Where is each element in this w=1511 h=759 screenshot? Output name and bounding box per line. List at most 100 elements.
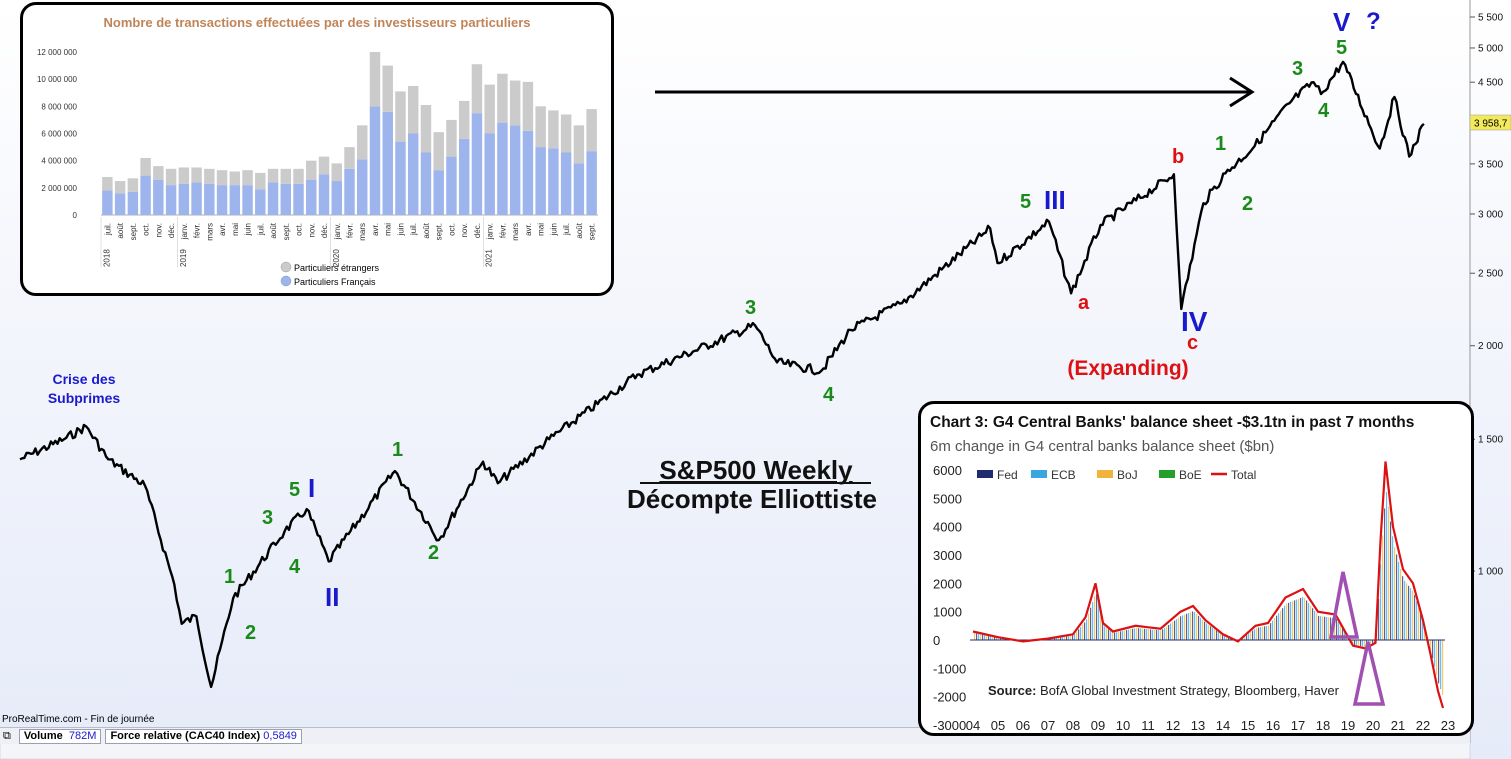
bar-french bbox=[407, 133, 419, 215]
cb-bar bbox=[994, 636, 996, 640]
cb-bar bbox=[1062, 636, 1064, 640]
chart-subtitle: Décompte Elliottiste bbox=[627, 484, 877, 514]
wave-label: 2 bbox=[1242, 193, 1253, 215]
y-tick-label: 3 000 bbox=[1478, 209, 1503, 220]
bar-y-tick: 6 000 000 bbox=[41, 130, 77, 139]
legend-french: Particuliers Français bbox=[294, 277, 376, 287]
cb-bar bbox=[1194, 612, 1196, 640]
inset-transactions-chart: Nombre de transactions effectuées par de… bbox=[20, 2, 614, 296]
bar-x-tick: juin bbox=[549, 223, 558, 236]
bar-x-tick: déc. bbox=[167, 223, 176, 238]
wave-label: 4 bbox=[823, 384, 835, 406]
bar-french bbox=[433, 170, 444, 215]
bar-x-tick: août bbox=[269, 222, 278, 238]
bar-french bbox=[140, 175, 151, 215]
cb-bar bbox=[1096, 594, 1098, 640]
bar-french bbox=[331, 181, 342, 215]
cb-bar bbox=[1132, 628, 1134, 640]
bar-foreign bbox=[255, 172, 266, 190]
bar-x-tick: févr. bbox=[193, 223, 202, 238]
cb-bar bbox=[1260, 627, 1262, 640]
bar-foreign bbox=[165, 168, 177, 186]
wave-label: 2 bbox=[428, 542, 439, 564]
cb-bar bbox=[1218, 631, 1220, 640]
cb-bar bbox=[1310, 605, 1312, 640]
cb-y-tick: 5000 bbox=[933, 491, 962, 506]
bar-french bbox=[446, 156, 457, 215]
current-value-badge: 3 958,7 bbox=[1469, 114, 1511, 131]
cb-bar bbox=[1370, 640, 1372, 646]
cb-bar bbox=[1308, 603, 1310, 640]
bar-french bbox=[382, 111, 393, 215]
bar-french bbox=[560, 152, 572, 215]
cb-bar bbox=[1060, 637, 1062, 640]
cb-bar bbox=[1278, 613, 1280, 640]
cb-x-tick: 19 bbox=[1341, 718, 1355, 733]
bar-foreign bbox=[191, 167, 202, 183]
cb-bar bbox=[1334, 618, 1336, 640]
cb-bar bbox=[1212, 627, 1214, 640]
bar-foreign bbox=[535, 106, 546, 148]
cb-bar bbox=[1106, 627, 1108, 640]
bar-foreign bbox=[293, 168, 304, 184]
bar-series bbox=[102, 52, 597, 215]
cb-bar bbox=[1196, 613, 1198, 640]
cb-bar bbox=[1068, 635, 1070, 640]
bar-foreign bbox=[369, 52, 381, 107]
cb-legend-swatch bbox=[1031, 470, 1047, 478]
bar-french bbox=[484, 133, 495, 215]
bar-y-tick: 8 000 000 bbox=[41, 102, 77, 111]
bar-french bbox=[280, 183, 292, 215]
cb-legend-label: BoJ bbox=[1117, 468, 1138, 482]
cb-x-tick: 13 bbox=[1191, 718, 1205, 733]
cb-bar bbox=[1288, 602, 1290, 640]
cb-bar bbox=[1058, 637, 1060, 640]
bar-foreign bbox=[522, 81, 534, 131]
wave-label: 4 bbox=[289, 556, 301, 578]
bar-foreign bbox=[280, 168, 292, 184]
cb-bar bbox=[1186, 613, 1188, 640]
cb-bar bbox=[1270, 623, 1272, 640]
cb-legend-label: Fed bbox=[997, 468, 1018, 482]
cb-bar bbox=[1296, 599, 1298, 640]
cb-bar bbox=[1390, 521, 1392, 640]
cb-total-line bbox=[972, 461, 1445, 709]
cb-bar bbox=[998, 637, 1000, 640]
cb-bar bbox=[1202, 619, 1204, 640]
cb-bar bbox=[1298, 598, 1300, 640]
cb-y-tick: 2000 bbox=[933, 576, 962, 591]
cb-bar bbox=[1214, 628, 1216, 640]
cb-bar bbox=[984, 634, 986, 640]
cb-bar bbox=[1104, 626, 1106, 640]
cb-bar bbox=[1052, 638, 1054, 640]
cb-x-tick: 04 bbox=[966, 718, 980, 733]
bar-chart-title: Nombre de transactions effectuées par de… bbox=[103, 15, 530, 30]
cb-bar bbox=[1378, 599, 1380, 640]
cb-bar bbox=[1338, 622, 1340, 640]
cb-bar bbox=[1092, 601, 1094, 640]
volume-value: 782M bbox=[68, 729, 97, 742]
y-tick-label: 2 500 bbox=[1478, 269, 1503, 280]
volume-icon[interactable]: ⧉ bbox=[3, 729, 11, 742]
cb-bar bbox=[1352, 640, 1354, 644]
cb-bar bbox=[988, 635, 990, 640]
cb-bar bbox=[1148, 629, 1150, 640]
bar-x-tick: juil. bbox=[409, 223, 418, 236]
y-tick-label: 1 000 bbox=[1478, 567, 1503, 578]
force-panel[interactable]: Force relative (CAC40 Index) 0,5849 bbox=[105, 728, 302, 744]
bar-foreign bbox=[548, 110, 559, 149]
bar-x-tick: mai bbox=[537, 223, 546, 236]
bar-x-tick: déc. bbox=[473, 223, 482, 238]
cb-bar bbox=[1302, 597, 1304, 640]
cb-bar bbox=[1324, 616, 1326, 640]
bar-x-tick: nov. bbox=[154, 223, 163, 238]
bar-french bbox=[497, 122, 508, 215]
cb-y-tick: 0 bbox=[933, 633, 940, 648]
cb-bar bbox=[1208, 624, 1210, 640]
legend-foreign: Particuliers étrangers bbox=[294, 263, 380, 273]
volume-panel[interactable]: Volume 782M bbox=[18, 728, 102, 744]
wave-label: c bbox=[1187, 332, 1198, 354]
bar-french bbox=[395, 141, 406, 215]
bar-foreign bbox=[318, 156, 330, 175]
